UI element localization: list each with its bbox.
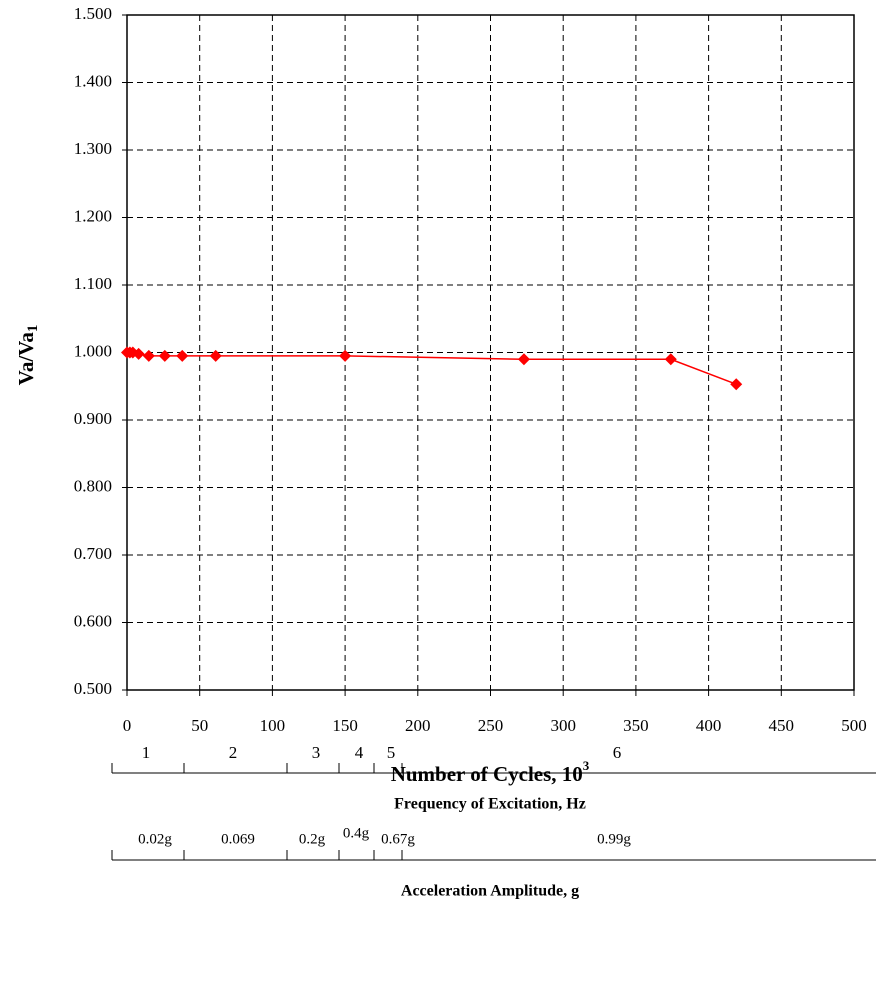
y-axis-title-sub: 1	[25, 325, 41, 333]
scale-label: 2	[229, 743, 238, 762]
scale-label: 6	[613, 743, 622, 762]
x-tick-label: 250	[478, 716, 504, 735]
data-point	[158, 349, 171, 362]
y-axis-title-main: Va/Va	[14, 332, 38, 386]
scale-label: 1	[142, 743, 151, 762]
scale-label: 0.069	[221, 831, 255, 847]
x-tick-label: 50	[191, 716, 208, 735]
y-tick-label: 0.800	[74, 476, 112, 495]
data-point	[142, 349, 155, 362]
y-tick-label: 0.900	[74, 409, 112, 428]
x-tick-label: 300	[550, 716, 576, 735]
y-tick-label: 0.600	[74, 611, 112, 630]
x-tick-label: 500	[841, 716, 867, 735]
data-point	[664, 353, 677, 366]
scale-title: Frequency of Excitation, Hz	[394, 796, 586, 813]
y-tick-label: 1.000	[74, 341, 112, 360]
scale-label: 0.02g	[138, 831, 172, 847]
scale-label: 4	[355, 743, 364, 762]
y-tick-label: 0.700	[74, 544, 112, 563]
y-tick-label: 1.200	[74, 206, 112, 225]
x-tick-label: 100	[260, 716, 286, 735]
scale-label: 0.99g	[597, 831, 631, 847]
x-tick-label: 450	[769, 716, 795, 735]
y-tick-label: 0.500	[74, 679, 112, 698]
y-tick-label: 1.400	[74, 71, 112, 90]
x-tick-label: 200	[405, 716, 431, 735]
y-axis-title: Va/Va1	[14, 325, 42, 386]
data-point	[517, 353, 530, 366]
data-point	[176, 349, 189, 362]
x-axis-title: Number of Cycles, 103	[391, 758, 590, 786]
scale-label: 3	[312, 743, 321, 762]
y-tick-label: 1.300	[74, 139, 112, 158]
data-point	[339, 349, 352, 362]
y-tick-label: 1.100	[74, 274, 112, 293]
x-tick-label: 350	[623, 716, 649, 735]
data-point	[730, 378, 743, 391]
data-point	[132, 347, 145, 360]
x-axis-title-main: Number of Cycles, 10	[391, 762, 583, 786]
scale-label: 0.4g	[343, 825, 370, 841]
y-tick-label: 1.500	[74, 4, 112, 23]
scale-label: 5	[387, 743, 396, 762]
scale-label: 0.2g	[299, 831, 326, 847]
data-point	[209, 349, 222, 362]
scale-title: Acceleration Amplitude, g	[401, 883, 579, 900]
scale-label: 0.67g	[381, 831, 415, 847]
x-tick-label: 150	[332, 716, 358, 735]
x-tick-label: 0	[123, 716, 132, 735]
x-axis-title-sup: 3	[583, 758, 590, 773]
x-tick-label: 400	[696, 716, 722, 735]
